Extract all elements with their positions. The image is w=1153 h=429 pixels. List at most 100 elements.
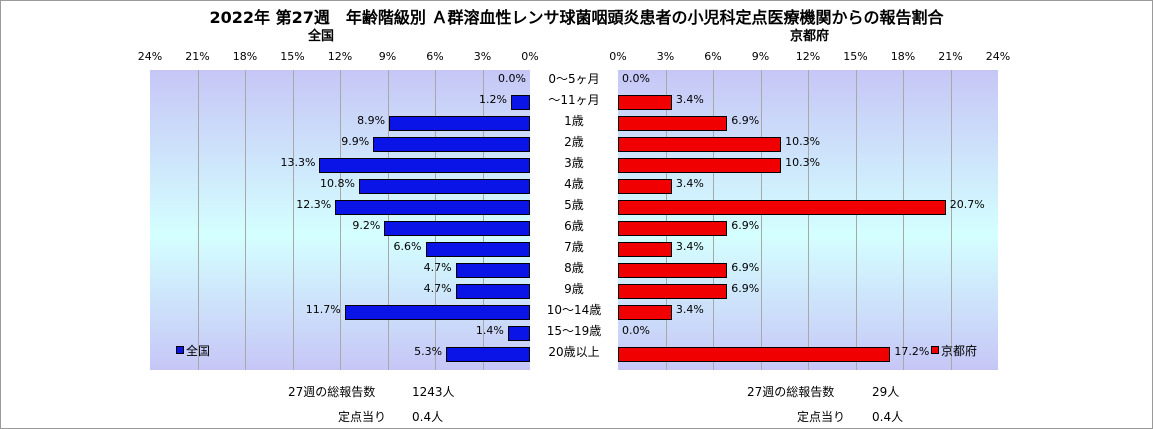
gridline xyxy=(245,70,246,370)
national-bar xyxy=(511,95,530,110)
legend-kyoto-swatch xyxy=(931,346,939,354)
right-panel-title: 京都府 xyxy=(790,29,830,44)
national-value-label: 11.7% xyxy=(305,303,341,316)
kyoto-bar xyxy=(618,137,782,152)
category-label: 5歳 xyxy=(564,198,584,212)
tick-label-right: 12% xyxy=(795,50,821,63)
national-value-label: 9.9% xyxy=(341,135,370,148)
kyoto-per-value: 0.4人 xyxy=(872,410,904,424)
kyoto-total-label: 27週の総報告数 xyxy=(747,385,835,399)
tick-label-right: 0% xyxy=(609,50,627,63)
category-label: 1歳 xyxy=(564,114,584,128)
kyoto-value-label: 3.4% xyxy=(675,303,704,316)
kyoto-value-label: 6.9% xyxy=(731,282,760,295)
national-value-label: 0.0% xyxy=(498,72,526,85)
national-total-label: 27週の総報告数 xyxy=(288,385,376,399)
kyoto-value-label: 3.4% xyxy=(675,177,704,190)
national-bar xyxy=(359,179,530,194)
kyoto-value-label: 3.4% xyxy=(675,240,704,253)
chart-title: 2022年 第27週 年齢階級別 Ａ群溶血性レンサ球菌咽頭炎患者の小児科定点医療… xyxy=(209,8,944,27)
national-total-value: 1243人 xyxy=(412,385,455,399)
kyoto-value-label: 3.4% xyxy=(675,93,704,106)
kyoto-bar xyxy=(618,200,946,215)
gridline xyxy=(713,70,714,370)
tick-label-right: 9% xyxy=(751,50,770,63)
national-value-label: 1.2% xyxy=(479,93,507,106)
gridline xyxy=(340,70,341,370)
legend-national-label: 全国 xyxy=(186,344,211,358)
tick-label-right: 6% xyxy=(704,50,722,63)
category-label: 15～19歳 xyxy=(546,324,602,338)
national-bar xyxy=(335,200,530,215)
kyoto-value-label: 10.3% xyxy=(785,135,821,148)
kyoto-value-label: 0.0% xyxy=(622,72,650,85)
national-bar xyxy=(384,221,530,236)
tick-label-left: 24% xyxy=(137,50,163,63)
national-per-value: 0.4人 xyxy=(412,410,444,424)
gridline xyxy=(482,70,484,370)
category-label: 3歳 xyxy=(564,156,584,170)
national-value-label: 5.3% xyxy=(414,345,443,358)
gridline xyxy=(665,70,667,370)
category-label: 10～14歳 xyxy=(546,303,602,317)
kyoto-plot-area xyxy=(618,70,998,370)
national-bar xyxy=(507,326,530,341)
kyoto-bar xyxy=(618,305,672,320)
national-bar xyxy=(455,263,530,278)
national-value-label: 12.3% xyxy=(296,198,332,211)
national-value-label: 6.6% xyxy=(393,240,422,253)
national-bar xyxy=(319,158,530,173)
category-label: 6歳 xyxy=(564,219,584,233)
tick-label-right: 18% xyxy=(890,50,916,63)
kyoto-bar xyxy=(618,242,672,257)
category-label: 7歳 xyxy=(564,240,584,254)
tick-label-left: 3% xyxy=(473,50,492,63)
national-value-label: 13.3% xyxy=(280,156,316,169)
kyoto-value-label: 10.3% xyxy=(785,156,821,169)
kyoto-bar xyxy=(618,158,782,173)
gridline xyxy=(435,70,436,370)
legend-kyoto: 京都府 xyxy=(931,342,977,359)
left-panel-title: 全国 xyxy=(308,29,335,44)
national-value-label: 1.4% xyxy=(475,324,504,337)
kyoto-value-label: 6.9% xyxy=(731,261,760,274)
kyoto-bar xyxy=(618,95,672,110)
national-bar xyxy=(373,137,530,152)
kyoto-bar xyxy=(618,284,728,299)
kyoto-bar xyxy=(618,263,728,278)
gridline xyxy=(808,70,809,370)
gridline xyxy=(760,70,762,370)
gridline xyxy=(292,70,294,370)
kyoto-value-label: 6.9% xyxy=(731,114,760,127)
national-bar xyxy=(389,116,530,131)
national-value-label: 8.9% xyxy=(357,114,386,127)
national-value-label: 4.7% xyxy=(423,282,452,295)
tick-label-right: 15% xyxy=(843,50,868,63)
kyoto-value-label: 17.2% xyxy=(894,345,930,358)
national-per-label: 定点当り xyxy=(338,410,387,424)
legend-national-swatch xyxy=(176,346,184,354)
category-label: 9歳 xyxy=(564,282,584,296)
category-label: 8歳 xyxy=(564,261,584,275)
tick-label-left: 6% xyxy=(426,50,444,63)
tick-label-left: 21% xyxy=(185,50,210,63)
tick-label-left: 15% xyxy=(280,50,305,63)
legend-national: 全国 xyxy=(176,342,210,359)
national-bar xyxy=(425,242,530,257)
gridline xyxy=(855,70,857,370)
national-value-label: 9.2% xyxy=(352,219,381,232)
kyoto-bar xyxy=(618,179,672,194)
national-bar xyxy=(446,347,530,362)
tick-label-left: 9% xyxy=(378,50,397,63)
category-label: ～11ヶ月 xyxy=(548,93,600,107)
national-bar xyxy=(455,284,530,299)
tick-label-left: 0% xyxy=(521,50,539,63)
kyoto-value-label: 0.0% xyxy=(622,324,650,337)
kyoto-bar xyxy=(618,116,728,131)
gridline xyxy=(950,70,952,370)
gridline xyxy=(197,70,199,370)
gridline xyxy=(903,70,904,370)
national-value-label: 10.8% xyxy=(320,177,355,190)
category-label: 4歳 xyxy=(564,177,584,191)
tick-label-left: 12% xyxy=(327,50,353,63)
